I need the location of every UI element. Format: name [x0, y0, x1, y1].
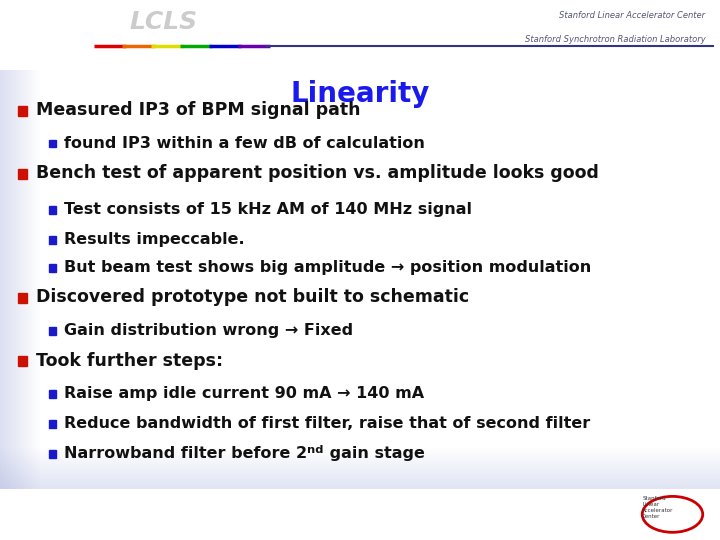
Text: Linearity: Linearity	[290, 80, 430, 108]
Text: Steve Smith: Steve Smith	[526, 495, 611, 508]
Text: Gain distribution wrong → Fixed: Gain distribution wrong → Fixed	[64, 323, 353, 338]
Text: Stanford Synchrotron Radiation Laboratory: Stanford Synchrotron Radiation Laborator…	[525, 35, 706, 44]
Bar	[48, 450, 55, 458]
Text: Reduce bandwidth of first filter, raise that of second filter: Reduce bandwidth of first filter, raise …	[64, 416, 590, 431]
Bar	[48, 140, 55, 147]
Text: 33: 33	[352, 508, 368, 521]
Text: But beam test shows big amplitude → position modulation: But beam test shows big amplitude → posi…	[64, 260, 591, 275]
Text: nd: nd	[307, 445, 323, 455]
Text: Stanford
Linear
Accelerator
Center: Stanford Linear Accelerator Center	[642, 496, 674, 519]
Bar	[48, 206, 55, 214]
Text: Narrowband filter before 2: Narrowband filter before 2	[64, 446, 307, 461]
Bar	[17, 356, 27, 366]
Bar	[48, 327, 55, 335]
Text: Beam Position & Charge Monitors: Beam Position & Charge Monitors	[11, 519, 247, 532]
Bar	[17, 169, 27, 179]
Text: Raise amp idle current 90 mA → 140 mA: Raise amp idle current 90 mA → 140 mA	[64, 386, 424, 401]
Text: gain stage: gain stage	[323, 446, 425, 461]
Bar	[48, 264, 55, 272]
Text: Measured IP3 of BPM signal path: Measured IP3 of BPM signal path	[36, 101, 361, 119]
Text: Stanford Linear Accelerator Center: Stanford Linear Accelerator Center	[559, 10, 706, 19]
Text: LCLS: LCLS	[130, 10, 198, 35]
Text: Discovered prototype not built to schematic: Discovered prototype not built to schema…	[36, 288, 469, 307]
Bar	[48, 390, 55, 398]
Bar	[48, 236, 55, 244]
Text: July 11, 2007: July 11, 2007	[11, 495, 102, 508]
Bar	[48, 420, 55, 428]
Text: Test consists of 15 kHz AM of 140 MHz signal: Test consists of 15 kHz AM of 140 MHz si…	[64, 202, 472, 217]
Bar	[17, 293, 27, 303]
Text: found IP3 within a few dB of calculation: found IP3 within a few dB of calculation	[64, 136, 425, 151]
Text: Bench test of apparent position vs. amplitude looks good: Bench test of apparent position vs. ampl…	[36, 164, 599, 183]
Text: ssmith@slac.stanford.edu: ssmith@slac.stanford.edu	[526, 519, 708, 532]
Text: Took further steps:: Took further steps:	[36, 352, 223, 369]
Bar	[17, 106, 27, 116]
Text: Results impeccable.: Results impeccable.	[64, 232, 245, 247]
